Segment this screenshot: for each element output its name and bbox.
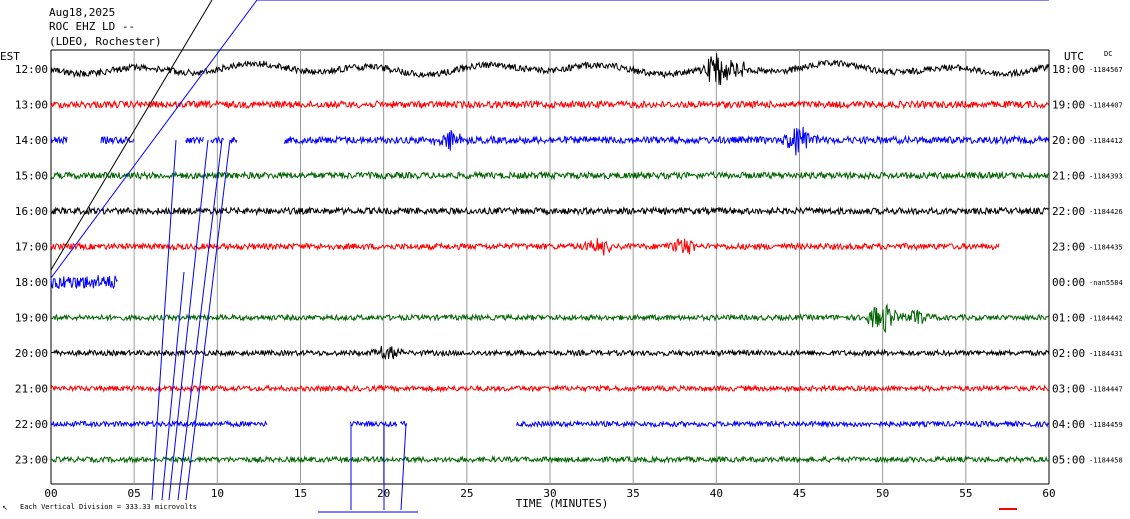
est-hour-label: 23:00 xyxy=(15,454,48,467)
est-hour-label: 13:00 xyxy=(15,99,48,112)
dc-offset-label: -nan5584 xyxy=(1089,279,1123,287)
trace-2300 xyxy=(50,455,1049,464)
utc-hour-label: 19:00 xyxy=(1052,99,1085,112)
est-hour-label: 22:00 xyxy=(15,418,48,431)
dc-offset-label: -1184442 xyxy=(1089,315,1123,323)
utc-hour-label: 05:00 xyxy=(1052,454,1085,467)
dc-offset-label: -1184435 xyxy=(1089,244,1123,252)
trace-1900 xyxy=(51,303,1050,334)
est-hour-label: 20:00 xyxy=(15,347,48,360)
est-zone-label: EST xyxy=(0,50,20,63)
dc-offset-label: -1184458 xyxy=(1089,457,1123,465)
utc-hour-label: 20:00 xyxy=(1052,134,1085,147)
est-hour-label: 17:00 xyxy=(15,241,48,254)
est-hour-label: 15:00 xyxy=(15,170,48,183)
glitch-line xyxy=(50,0,258,279)
dc-offset-label: -1184431 xyxy=(1089,350,1123,358)
x-tick-label: 45 xyxy=(793,487,806,500)
dc-offset-label: -1184407 xyxy=(1089,102,1123,110)
x-tick-label: 30 xyxy=(543,487,556,500)
x-tick-label: 20 xyxy=(377,487,390,500)
est-hour-label: 19:00 xyxy=(15,312,48,325)
x-tick-label: 55 xyxy=(959,487,972,500)
trace-2000 xyxy=(50,346,1050,361)
glitch-line xyxy=(400,423,407,511)
utc-hour-label: 04:00 xyxy=(1052,418,1085,431)
x-tick-label: 40 xyxy=(710,487,723,500)
trace-2200 xyxy=(516,419,1050,429)
est-hour-label: 12:00 xyxy=(15,63,48,76)
trace-2200 xyxy=(349,420,398,428)
trace-1500 xyxy=(50,170,1050,181)
trace-1300 xyxy=(50,99,1050,110)
est-hour-label: 14:00 xyxy=(15,134,48,147)
utc-hour-label: 23:00 xyxy=(1052,241,1085,254)
trace-1400 xyxy=(185,136,204,144)
glitch-line xyxy=(177,139,223,501)
glitch-line xyxy=(168,139,209,501)
x-tick-label: 15 xyxy=(294,487,307,500)
trace-1800 xyxy=(50,275,118,290)
axis-labels: 00 05 10 15 20 25 30 35 40 45 50 55 60 12:00 18:00 -118… xyxy=(15,63,1123,500)
utc-zone-label: UTC xyxy=(1064,50,1084,63)
scale-footer: Each Vertical Division = 333.33 microvol… xyxy=(20,503,197,511)
x-tick-label: 00 xyxy=(44,487,57,500)
x-axis-label: TIME (MINUTES) xyxy=(516,497,609,510)
est-hour-label: 21:00 xyxy=(15,383,48,396)
dc-offset-label: -1184459 xyxy=(1089,421,1123,429)
trace-1600 xyxy=(50,206,1049,217)
glitch-line xyxy=(50,0,213,271)
minute-grid xyxy=(133,50,967,484)
glitch-line xyxy=(161,271,185,501)
utc-hour-label: 21:00 xyxy=(1052,170,1085,183)
network-label: (LDEO, Rochester) xyxy=(49,35,162,48)
trace-1400 xyxy=(230,136,238,144)
x-tick-label: 50 xyxy=(876,487,889,500)
glitch-line xyxy=(185,139,231,501)
dc-offset-label: -1184567 xyxy=(1089,66,1123,74)
station-label: ROC EHZ LD -- xyxy=(49,20,135,33)
utc-hour-label: 03:00 xyxy=(1052,383,1085,396)
trace-1700 xyxy=(50,238,1000,256)
dc-offset-label: -1184447 xyxy=(1089,386,1123,394)
glitch-line xyxy=(151,139,177,501)
x-tick-label: 35 xyxy=(627,487,640,500)
est-hour-label: 16:00 xyxy=(15,205,48,218)
seismic-traces xyxy=(50,0,1050,513)
dc-offset-label: -1184412 xyxy=(1089,137,1123,145)
x-tick-label: 05 xyxy=(128,487,141,500)
utc-hour-label: 18:00 xyxy=(1052,63,1085,76)
utc-hour-label: 00:00 xyxy=(1052,276,1085,289)
trace-1400 xyxy=(283,126,1050,156)
legend-swatch xyxy=(999,508,1017,510)
corner-mark-icon: ↖ xyxy=(2,504,8,512)
utc-hour-label: 02:00 xyxy=(1052,347,1085,360)
x-tick-label: 60 xyxy=(1042,487,1055,500)
est-hour-label: 18:00 xyxy=(15,276,48,289)
dc-offset-label: -1184393 xyxy=(1089,173,1123,181)
utc-hour-label: 22:00 xyxy=(1052,205,1085,218)
trace-1200 xyxy=(50,53,1050,86)
trace-1400 xyxy=(50,135,68,145)
trace-2100 xyxy=(50,384,1049,393)
x-tick-label: 10 xyxy=(211,487,224,500)
dc-label: DC xyxy=(1104,50,1112,58)
dc-offset-label: -1184426 xyxy=(1089,208,1123,216)
utc-hour-label: 01:00 xyxy=(1052,312,1085,325)
x-tick-label: 25 xyxy=(460,487,473,500)
date-label: Aug18,2025 xyxy=(49,6,115,19)
trace-2200 xyxy=(50,419,268,429)
